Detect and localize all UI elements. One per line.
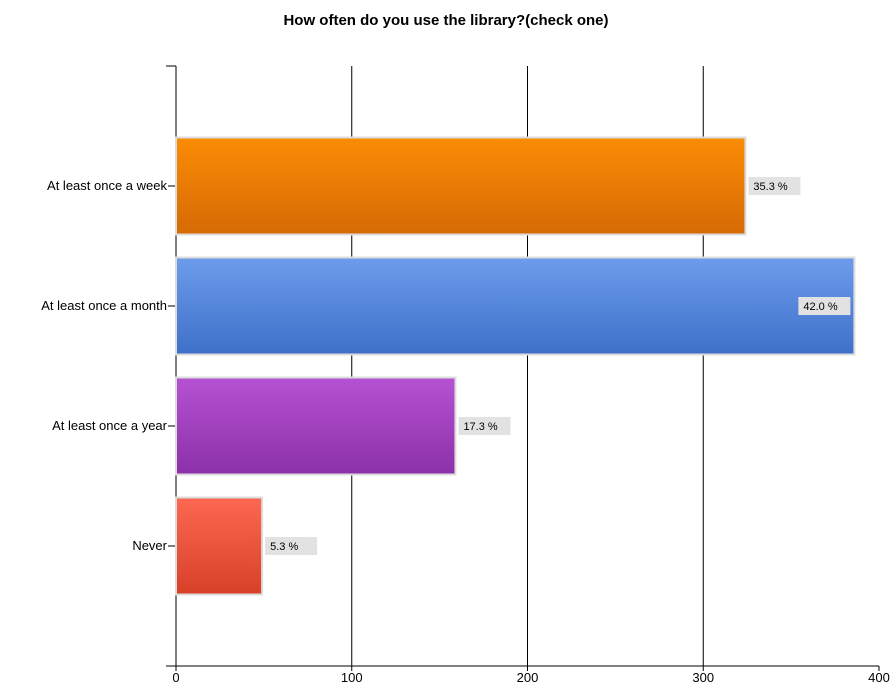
data-label: 35.3 % <box>753 181 787 193</box>
x-tick-label: 0 <box>172 670 179 685</box>
x-tick-label: 400 <box>868 670 890 685</box>
data-label-box <box>458 417 511 435</box>
data-label: 5.3 % <box>270 541 298 553</box>
x-tick-label: 300 <box>692 670 714 685</box>
data-label: 17.3 % <box>463 421 497 433</box>
x-tick-label: 100 <box>341 670 363 685</box>
data-label-box <box>265 537 318 555</box>
bar-at-least-once-a-week <box>175 136 747 236</box>
data-label-box <box>798 297 851 315</box>
category-label: At least once a year <box>52 418 168 433</box>
bar-at-least-once-a-year <box>175 376 457 476</box>
bar-at-least-once-a-month <box>175 256 856 356</box>
category-label: At least once a week <box>47 178 167 193</box>
chart-title: How often do you use the library?(check … <box>283 12 609 29</box>
data-label-box <box>748 177 801 195</box>
data-label: 42.0 % <box>803 301 837 313</box>
bar-never <box>175 496 264 596</box>
category-label: Never <box>132 538 167 553</box>
x-tick-label: 200 <box>517 670 539 685</box>
category-label: At least once a month <box>41 298 167 313</box>
